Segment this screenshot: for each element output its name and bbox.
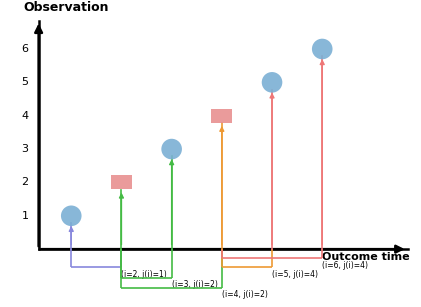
Point bbox=[269, 80, 275, 85]
Point bbox=[68, 213, 75, 218]
Text: 3: 3 bbox=[21, 144, 29, 154]
Text: 1: 1 bbox=[21, 211, 29, 221]
Text: 5: 5 bbox=[21, 77, 29, 87]
Text: Outcome time: Outcome time bbox=[322, 252, 410, 262]
Text: (i=3, j(i)=2): (i=3, j(i)=2) bbox=[172, 280, 218, 289]
Text: (i=2, j(i)=1): (i=2, j(i)=1) bbox=[121, 270, 167, 279]
Text: (i=6, j(i)=4): (i=6, j(i)=4) bbox=[322, 261, 368, 270]
Text: 6: 6 bbox=[21, 44, 29, 54]
Text: 4: 4 bbox=[21, 111, 29, 121]
Text: 2: 2 bbox=[21, 177, 29, 188]
Point bbox=[168, 147, 175, 152]
Point bbox=[319, 47, 325, 52]
Text: (i=5, j(i)=4): (i=5, j(i)=4) bbox=[272, 270, 318, 279]
FancyBboxPatch shape bbox=[211, 109, 232, 123]
Text: (i=4, j(i)=2): (i=4, j(i)=2) bbox=[222, 290, 268, 299]
Text: Observation: Observation bbox=[24, 1, 109, 14]
FancyBboxPatch shape bbox=[111, 175, 132, 189]
